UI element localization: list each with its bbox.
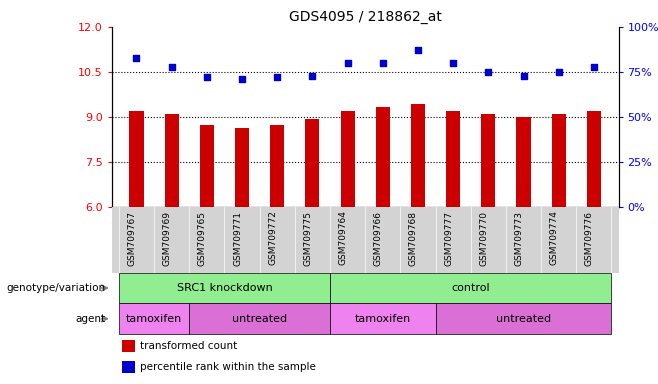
Text: GSM709775: GSM709775 xyxy=(303,210,313,266)
Text: tamoxifen: tamoxifen xyxy=(126,314,182,324)
Text: genotype/variation: genotype/variation xyxy=(6,283,105,293)
Bar xyxy=(376,107,390,207)
Bar xyxy=(130,111,143,207)
Text: GSM709767: GSM709767 xyxy=(128,210,136,266)
Text: GSM709770: GSM709770 xyxy=(479,210,488,266)
Point xyxy=(378,60,388,66)
Text: control: control xyxy=(451,283,490,293)
Bar xyxy=(270,125,284,207)
Text: GSM709771: GSM709771 xyxy=(233,210,242,266)
Bar xyxy=(122,339,135,352)
Point xyxy=(307,73,318,79)
Bar xyxy=(164,114,179,207)
Bar xyxy=(119,303,190,334)
Point xyxy=(237,76,247,82)
Bar xyxy=(551,114,566,207)
Point xyxy=(131,55,141,61)
Bar xyxy=(235,127,249,207)
Bar xyxy=(330,303,436,334)
Text: percentile rank within the sample: percentile rank within the sample xyxy=(139,362,316,372)
Point xyxy=(589,63,599,70)
Bar xyxy=(446,111,460,207)
Bar xyxy=(119,273,330,303)
Bar xyxy=(517,117,530,207)
Point xyxy=(342,60,353,66)
Text: untreated: untreated xyxy=(232,314,287,324)
Bar xyxy=(587,111,601,207)
Point xyxy=(201,74,212,81)
Text: untreated: untreated xyxy=(496,314,551,324)
Text: GSM709773: GSM709773 xyxy=(515,210,524,266)
Point xyxy=(448,60,459,66)
Bar xyxy=(481,114,495,207)
Text: GSM709777: GSM709777 xyxy=(444,210,453,266)
Bar xyxy=(411,104,425,207)
Bar xyxy=(341,111,355,207)
Text: GSM709774: GSM709774 xyxy=(549,210,559,265)
Text: GSM709769: GSM709769 xyxy=(163,210,172,266)
Text: GSM709768: GSM709768 xyxy=(409,210,418,266)
Bar xyxy=(330,273,611,303)
Point xyxy=(519,73,529,79)
Point xyxy=(483,69,494,75)
Point xyxy=(553,69,564,75)
Bar xyxy=(122,361,135,373)
Text: GSM709765: GSM709765 xyxy=(198,210,207,266)
Bar xyxy=(200,125,214,207)
Bar xyxy=(436,303,611,334)
Point xyxy=(413,47,423,53)
Bar xyxy=(190,303,330,334)
Text: SRC1 knockdown: SRC1 knockdown xyxy=(176,283,272,293)
Text: GSM709772: GSM709772 xyxy=(268,210,277,265)
Text: GSM709764: GSM709764 xyxy=(339,210,347,265)
Text: GSM709766: GSM709766 xyxy=(374,210,383,266)
Text: transformed count: transformed count xyxy=(139,341,237,351)
Text: agent: agent xyxy=(75,314,105,324)
Text: tamoxifen: tamoxifen xyxy=(355,314,411,324)
Title: GDS4095 / 218862_at: GDS4095 / 218862_at xyxy=(289,10,442,25)
Point xyxy=(272,74,282,81)
Point xyxy=(166,63,177,70)
Bar xyxy=(305,119,319,207)
Text: GSM709776: GSM709776 xyxy=(585,210,594,266)
